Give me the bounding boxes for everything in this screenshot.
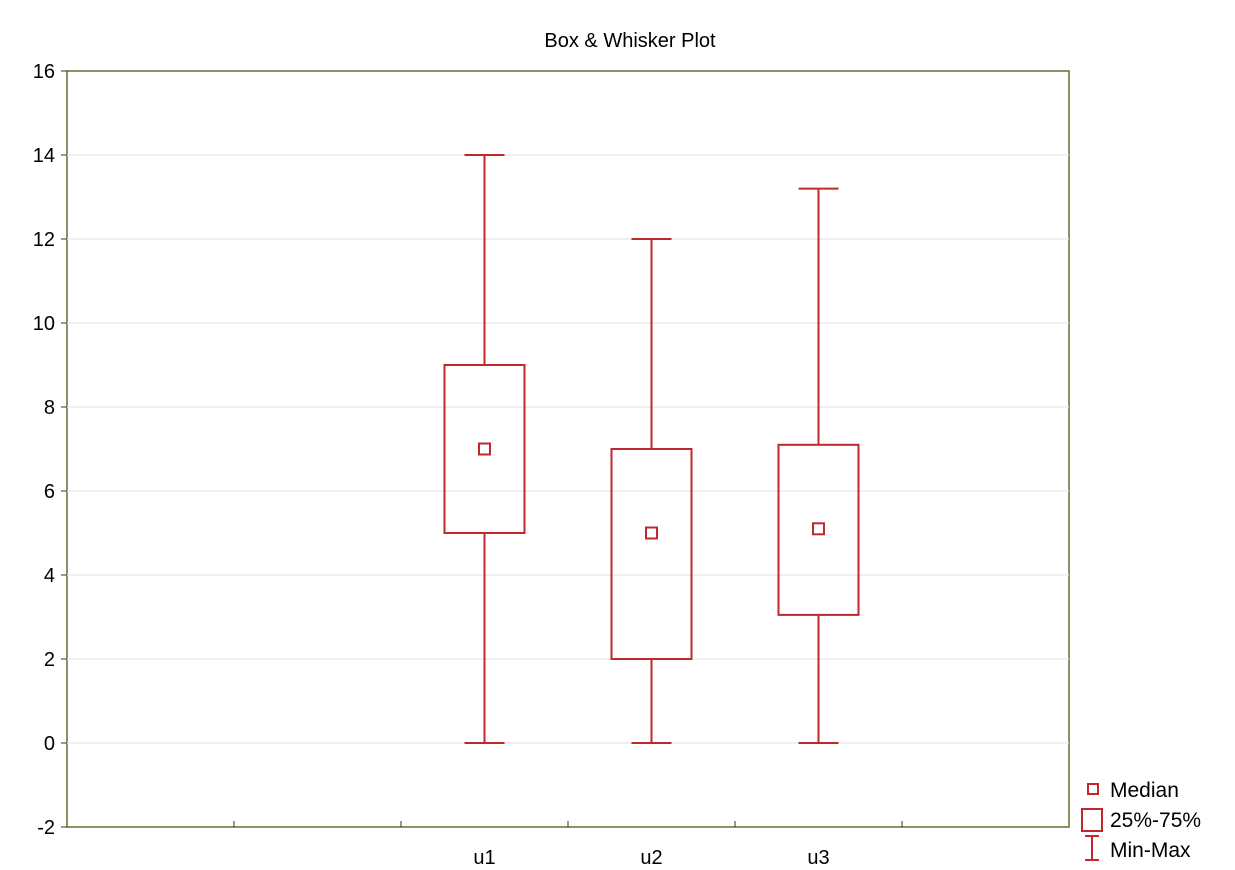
x-tick-label-u1: u1 xyxy=(473,847,495,869)
legend-label-median-square: Median xyxy=(1110,779,1179,802)
legend-label-box: 25%-75% xyxy=(1110,809,1201,832)
y-tick-label: 8 xyxy=(44,397,55,419)
y-tick-label: 12 xyxy=(33,229,55,251)
y-tick-label: 2 xyxy=(44,649,55,671)
y-tick-label: 0 xyxy=(44,733,55,755)
x-tick-label-u3: u3 xyxy=(807,847,829,869)
box-u1 xyxy=(443,154,526,744)
y-tick-label: -2 xyxy=(37,817,55,839)
box-series xyxy=(443,154,860,744)
legend-box-symbol xyxy=(1081,808,1103,832)
y-tick-label: 14 xyxy=(33,145,55,167)
chart-title: Box & Whisker Plot xyxy=(544,30,716,52)
y-tick-label: 4 xyxy=(44,565,55,587)
legend-label-whisker: Min-Max xyxy=(1110,839,1191,862)
box-u3 xyxy=(777,187,860,744)
y-axis: -2 0 2 4 6 8 10 12 14 16 xyxy=(33,61,67,839)
x-tick-label-u2: u2 xyxy=(640,847,662,869)
legend-median-symbol xyxy=(1087,783,1099,795)
plot-area xyxy=(66,70,1070,828)
median-marker xyxy=(812,522,825,536)
iqr-box xyxy=(777,443,860,616)
legend: Median 25%-75% Min-Max xyxy=(1081,779,1201,862)
gridlines xyxy=(67,154,1069,744)
iqr-box xyxy=(443,364,526,534)
median-marker xyxy=(478,442,491,456)
iqr-box xyxy=(610,448,693,660)
y-tick-label: 6 xyxy=(44,481,55,503)
y-tick-label: 16 xyxy=(33,61,55,83)
x-axis: u1 u2 u3 xyxy=(233,821,903,869)
y-tick-label: 10 xyxy=(33,313,55,335)
median-marker xyxy=(645,526,658,540)
box-u2 xyxy=(610,238,693,744)
